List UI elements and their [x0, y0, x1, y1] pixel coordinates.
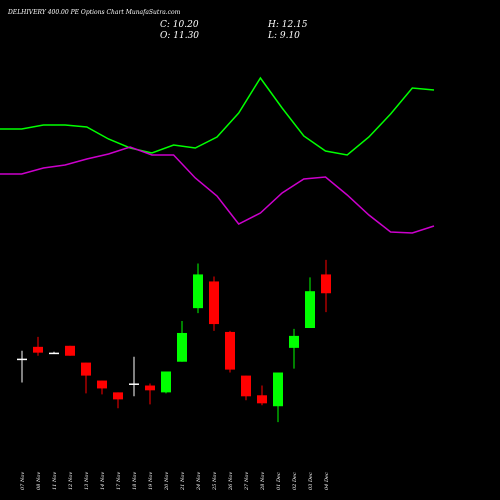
x-tick-label: 21 Nov: [180, 472, 186, 491]
candle-body: [49, 352, 59, 355]
x-tick-label: 08 Nov: [36, 472, 42, 490]
candle-body: [193, 274, 203, 309]
candle-body: [241, 375, 251, 397]
candle-body: [81, 362, 91, 376]
candle-body: [161, 371, 171, 393]
x-tick-label: 18 Nov: [132, 472, 138, 490]
candle-body: [209, 281, 219, 325]
x-tick-label: 03 Dec: [308, 472, 314, 490]
x-tick-label: 07 Nov: [20, 472, 26, 490]
candle-body: [177, 332, 187, 362]
low-label: L: 9.10: [267, 31, 300, 41]
candle-body: [129, 383, 139, 385]
high-label: H: 12.15: [267, 20, 308, 30]
indicator-line: [0, 146, 435, 234]
candle-body: [145, 385, 155, 391]
x-tick-label: 13 Nov: [84, 472, 90, 490]
x-tick-label: 11 Nov: [52, 472, 58, 490]
candle-body: [17, 358, 27, 361]
x-tick-label: 24 Nov: [196, 472, 202, 491]
candle-body: [65, 345, 75, 356]
x-tick-label: 14 Nov: [100, 472, 106, 490]
open-label: O: 11.30: [160, 31, 199, 41]
candle-body: [289, 335, 299, 348]
x-tick-label: 04 Dec: [324, 472, 330, 490]
x-tick-label: 19 Nov: [148, 472, 154, 490]
candle-body: [33, 346, 43, 353]
candle-body: [273, 372, 283, 407]
candle-body: [257, 395, 267, 404]
candle-body: [113, 392, 123, 400]
x-tick-label: 02 Dec: [292, 472, 298, 490]
x-tick-label: 01 Dec: [276, 472, 282, 490]
indicator-line: [0, 76, 435, 156]
x-tick-label: 25 Nov: [212, 472, 218, 491]
close-label: C: 10.20: [160, 20, 199, 30]
x-tick-label: 12 Nov: [68, 472, 74, 490]
x-tick-label: 26 Nov: [228, 472, 234, 491]
candle-body: [97, 380, 107, 389]
candle-body: [305, 291, 315, 329]
candle-body: [225, 331, 235, 370]
x-tick-label: 28 Nov: [260, 472, 266, 491]
x-tick-label: 27 Nov: [244, 472, 250, 491]
candle-body: [321, 274, 331, 294]
chart-title: DELHIVERY 400.00 PE Options Chart Munafa…: [7, 9, 181, 16]
x-tick-label: 17 Nov: [116, 472, 122, 490]
x-tick-label: 20 Nov: [164, 472, 170, 491]
